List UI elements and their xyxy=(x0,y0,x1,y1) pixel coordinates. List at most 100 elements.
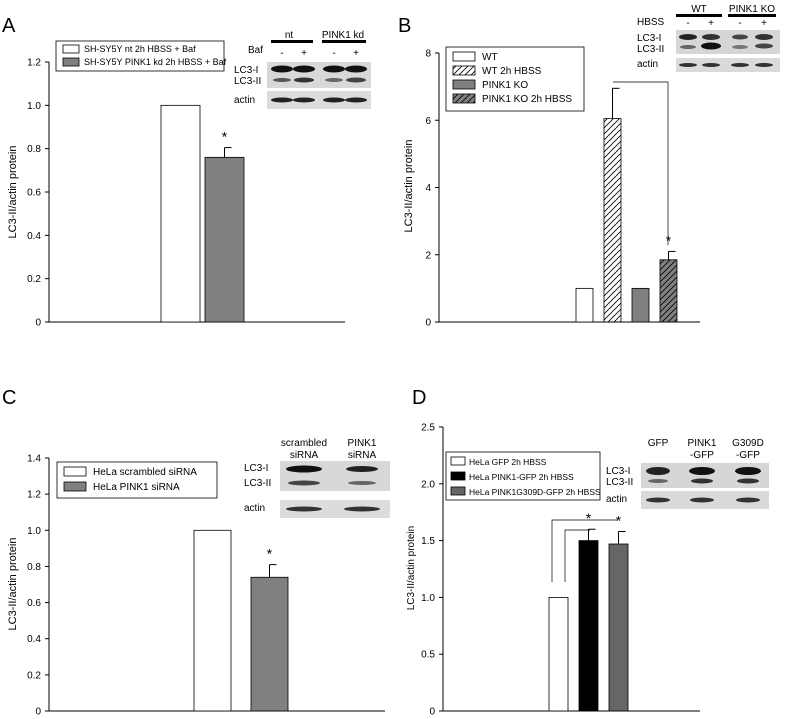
blot-b-band xyxy=(679,63,697,67)
blot-a-band xyxy=(271,97,293,103)
blot-c-lane-0: scrambled siRNA xyxy=(281,438,327,461)
y-ticks-b: 0 2 4 6 8 xyxy=(425,49,439,329)
y-ticks-d: 0 0.5 1.0 1.5 2.0 2.5 xyxy=(421,423,443,718)
bar-d-1 xyxy=(578,540,599,712)
blot-c-band xyxy=(344,506,380,512)
y-tick-label-a: 0.4 xyxy=(27,231,41,242)
significance-star-d-2: * xyxy=(616,513,622,529)
legend-swatch-b-3 xyxy=(452,93,476,104)
blot-a-band xyxy=(346,77,366,83)
y-axis-label-a: LC3-II/actin protein xyxy=(7,146,19,239)
y-tick-label-a: 1.0 xyxy=(27,101,41,112)
blot-a-lane-1: + xyxy=(301,48,307,59)
blot-b-strip-lc3 xyxy=(676,30,780,54)
legend-d: HeLa GFP 2h HBSS HeLa PINK1-GFP 2h HBSS … xyxy=(445,451,601,501)
blot-d-band xyxy=(691,478,713,484)
blot-c-strip-actin xyxy=(280,500,390,518)
panel-letter-c: C xyxy=(2,387,16,409)
y-tick-label-c: 0.4 xyxy=(27,634,41,645)
legend-label-d-1: HeLa PINK1-GFP 2h HBSS xyxy=(469,472,574,482)
y-tick-label-a: 1.2 xyxy=(27,58,41,69)
blot-a-group-1: PINK1 kd xyxy=(322,30,364,41)
blot-b-band xyxy=(702,34,720,40)
legend-swatch-c-1 xyxy=(63,481,87,492)
blot-d-row-actin: actin xyxy=(606,494,627,505)
y-tick-label-c: 0 xyxy=(35,707,41,718)
legend-swatch-a-0 xyxy=(62,44,80,54)
bracket-b xyxy=(613,81,669,245)
significance-star-c-1: * xyxy=(267,546,273,562)
legend-swatch-b-2 xyxy=(452,79,476,90)
blot-d-band xyxy=(648,479,668,483)
significance-star-d-1: * xyxy=(586,510,592,526)
blot-d-lane-2: G309D -GFP xyxy=(732,438,764,461)
blot-c-band xyxy=(346,466,378,472)
y-ticks-c: 0 0.2 0.4 0.6 0.8 1.0 1.2 1.4 xyxy=(27,454,49,718)
blot-b-lane-0: - xyxy=(686,18,689,29)
blot-c-band xyxy=(286,506,322,512)
blot-b-row-actin: actin xyxy=(637,59,658,70)
blot-d-band xyxy=(736,497,760,503)
legend-label-a-1: SH-SY5Y PINK1 kd 2h HBSS + Baf xyxy=(84,57,227,67)
bars-a: * xyxy=(160,104,245,323)
legend-swatch-c-0 xyxy=(63,466,87,477)
y-tick-label-b: 4 xyxy=(425,183,431,194)
blot-a-row-actin: actin xyxy=(234,95,255,106)
blot-a-band xyxy=(323,97,345,103)
y-tick-label-c: 1.0 xyxy=(27,526,41,537)
legend-label-b-3: PINK1 KO 2h HBSS xyxy=(482,94,572,105)
blot-b-band xyxy=(680,45,696,49)
blot-b: WT PINK1 KO HBSS - + - + LC3-I LC3-II ac… xyxy=(637,4,780,72)
blot-b-treatment: HBSS xyxy=(637,17,665,28)
y-tick-label-a: 0.6 xyxy=(27,188,41,199)
legend-label-a-0: SH-SY5Y nt 2h HBSS + Baf xyxy=(84,44,196,54)
legend-a: SH-SY5Y nt 2h HBSS + Baf SH-SY5Y PINK1 k… xyxy=(55,40,227,72)
significance-star-b-3: * xyxy=(666,232,672,248)
y-tick-label-b: 6 xyxy=(425,116,431,127)
y-tick-label-d: 2.5 xyxy=(421,423,435,434)
blot-a-band xyxy=(273,78,291,82)
y-tick-label-b: 2 xyxy=(425,250,431,261)
y-axis-label-d: LC3-II/actin protein xyxy=(406,526,417,611)
blot-b-lane-2: - xyxy=(738,18,741,29)
blot-d-band xyxy=(689,467,715,475)
blot-c-strip-lc3 xyxy=(280,461,390,491)
significance-star-a-1: * xyxy=(222,129,228,145)
y-axis-label-c: LC3-II/actin protein xyxy=(7,538,19,631)
bar-b-2 xyxy=(631,287,650,323)
legend-label-c-0: HeLa scrambled siRNA xyxy=(93,467,197,478)
panel-letter-a: A xyxy=(2,15,16,37)
blot-a-band xyxy=(294,77,314,83)
bars-b: * xyxy=(575,87,678,323)
blot-d-band xyxy=(646,467,670,475)
y-ticks-a: 0 0.2 0.4 0.6 0.8 1.0 1.2 xyxy=(27,58,49,329)
bar-c-1 xyxy=(250,576,289,712)
legend-swatch-b-1 xyxy=(452,65,476,76)
blot-a-band xyxy=(293,65,315,73)
y-tick-label-c: 0.8 xyxy=(27,562,41,573)
legend-label-c-1: HeLa PINK1 siRNA xyxy=(93,482,180,493)
blot-c: scrambled siRNA PINK1 siRNA LC3-I LC3-II a… xyxy=(244,438,390,518)
blot-a-group-bar-0 xyxy=(271,40,313,43)
legend-label-b-1: WT 2h HBSS xyxy=(482,66,542,77)
blot-a-row-lc3i: LC3-I xyxy=(234,65,258,76)
y-tick-label-a: 0 xyxy=(35,318,41,329)
y-tick-label-c: 0.2 xyxy=(27,670,41,681)
blot-b-band xyxy=(731,63,749,67)
blot-c-row-lc3i: LC3-I xyxy=(244,463,268,474)
legend-swatch-a-1 xyxy=(62,57,80,67)
bar-a-0 xyxy=(160,104,201,323)
blot-a-band xyxy=(271,65,293,73)
blot-b-group-bar-1 xyxy=(728,14,776,17)
blot-a-lane-0: - xyxy=(280,48,283,59)
blot-a-band xyxy=(323,65,345,73)
blot-b-band xyxy=(755,34,773,40)
blot-b-row-lc3ii: LC3-II xyxy=(637,44,664,55)
legend-swatch-b-0 xyxy=(452,51,476,62)
blot-b-band xyxy=(701,42,721,50)
blot-a-band xyxy=(293,97,315,103)
bar-b-3 xyxy=(659,259,678,323)
y-tick-label-c: 1.2 xyxy=(27,490,41,501)
blot-d-strip-lc3 xyxy=(641,463,769,488)
panel-letter-b: B xyxy=(398,15,411,37)
